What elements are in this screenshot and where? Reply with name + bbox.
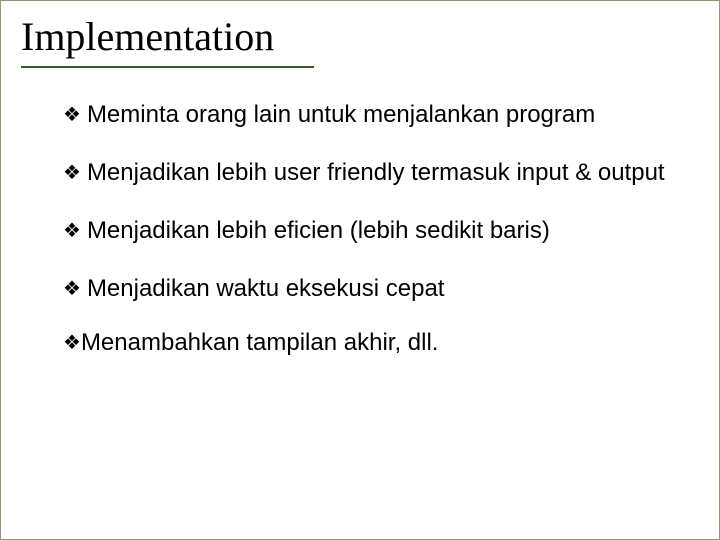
diamond-bullet-icon: ❖ [63, 277, 81, 302]
list-item-text: Meminta orang lain untuk menjalankan pro… [87, 100, 669, 130]
slide-title: Implementation [21, 13, 274, 60]
diamond-bullet-icon: ❖ [63, 331, 81, 356]
list-item: ❖ Menjadikan waktu eksekusi cepat [63, 274, 669, 304]
list-item-text: Menjadikan waktu eksekusi cepat [87, 274, 669, 304]
diamond-bullet-icon: ❖ [63, 219, 81, 244]
list-item: ❖ Menjadikan lebih eficien (lebih sediki… [63, 216, 669, 246]
list-item-text: Menambahkan tampilan akhir, dll. [81, 328, 669, 358]
list-item-text: Menjadikan lebih eficien (lebih sedikit … [87, 216, 669, 246]
list-item: ❖ Meminta orang lain untuk menjalankan p… [63, 100, 669, 130]
slide-container: Implementation ❖ Meminta orang lain untu… [0, 0, 720, 540]
diamond-bullet-icon: ❖ [63, 161, 81, 186]
bullet-list: ❖ Meminta orang lain untuk menjalankan p… [21, 100, 699, 358]
list-item-text: Menjadikan lebih user friendly termasuk … [87, 158, 669, 188]
list-item: ❖ Menjadikan lebih user friendly termasu… [63, 158, 669, 188]
title-underline: Implementation [21, 13, 314, 68]
list-item: ❖ Menambahkan tampilan akhir, dll. [63, 328, 669, 358]
diamond-bullet-icon: ❖ [63, 103, 81, 128]
